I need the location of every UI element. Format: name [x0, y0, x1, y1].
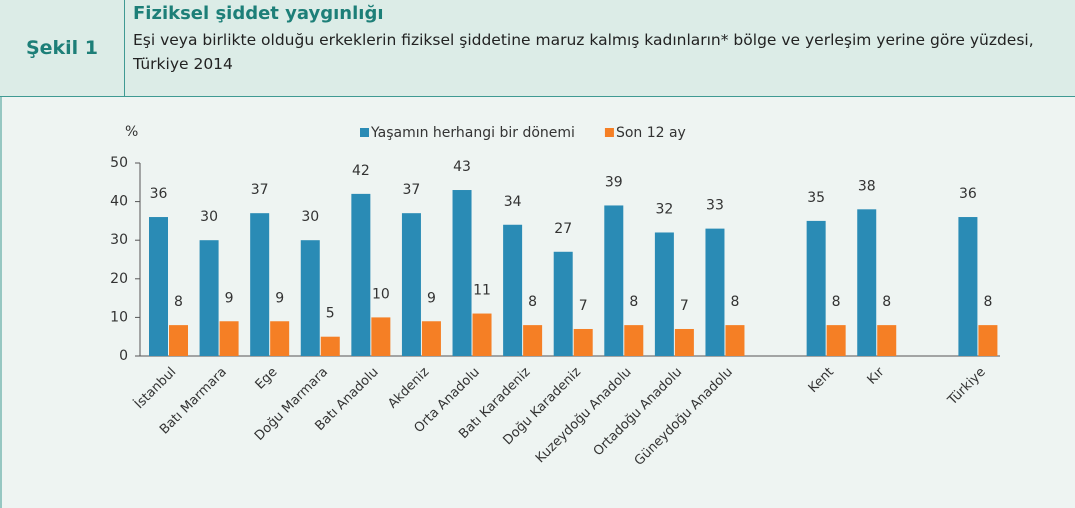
legend-label: Yaşamın herhangi bir dönemi — [370, 125, 575, 141]
bar — [169, 325, 188, 356]
data-label: 35 — [807, 190, 825, 206]
bar — [421, 321, 441, 356]
bar — [806, 220, 826, 356]
data-label: 8 — [174, 294, 183, 310]
bar — [624, 325, 644, 356]
bar — [351, 193, 371, 356]
bar — [250, 213, 270, 356]
bar — [674, 328, 694, 356]
data-label: 9 — [427, 290, 436, 306]
bar — [958, 217, 978, 356]
x-tick-label: Ortadoğu Anadolu — [591, 365, 685, 459]
data-label: 10 — [372, 286, 390, 302]
bar — [826, 325, 846, 356]
data-label: 38 — [858, 178, 876, 194]
header: Şekil 1 Fiziksel şiddet yaygınlığı Eşi v… — [0, 0, 1075, 97]
data-label: 11 — [473, 283, 491, 299]
bar — [320, 336, 340, 356]
data-label: 37 — [403, 182, 421, 198]
data-label: 8 — [832, 294, 841, 310]
bar — [149, 217, 168, 356]
bar — [654, 232, 674, 356]
data-label: 36 — [959, 186, 977, 202]
bar — [604, 205, 624, 356]
y-tick-label: 10 — [110, 309, 128, 325]
x-tick-label: Kent — [806, 365, 837, 396]
figure-label: Şekil 1 — [0, 0, 125, 96]
x-tick-label: İstanbul — [131, 364, 179, 412]
data-label: 30 — [200, 209, 218, 225]
x-tick-label: Akdeniz — [385, 365, 432, 412]
bar — [553, 251, 573, 356]
x-tick-label: Kır — [865, 364, 888, 387]
bar — [978, 325, 998, 356]
data-label: 8 — [882, 294, 891, 310]
data-label: 43 — [453, 159, 471, 175]
bar — [300, 240, 320, 356]
data-label: 7 — [579, 298, 588, 314]
bar — [270, 321, 290, 356]
bar — [857, 209, 877, 356]
bar — [472, 313, 492, 356]
data-label: 7 — [680, 298, 689, 314]
data-label: 32 — [655, 201, 673, 217]
data-label: 39 — [605, 174, 623, 190]
y-axis-label: % — [125, 124, 138, 140]
y-tick-label: 30 — [110, 232, 128, 248]
data-label: 36 — [150, 186, 168, 202]
x-tick-label: Güneydoğu Anadolu — [632, 365, 736, 469]
data-label: 42 — [352, 163, 370, 179]
data-label: 9 — [225, 290, 234, 306]
bar — [725, 325, 745, 356]
bar — [452, 190, 472, 356]
bar — [705, 228, 725, 356]
subtitle: Eşi veya birlikte olduğu erkeklerin fizi… — [133, 31, 1034, 73]
data-label: 5 — [326, 306, 335, 322]
y-tick-label: 50 — [110, 155, 128, 171]
data-label: 9 — [275, 290, 284, 306]
data-label: 33 — [706, 198, 724, 214]
data-label: 8 — [731, 294, 740, 310]
bar — [503, 224, 523, 356]
y-tick-label: 20 — [110, 271, 128, 287]
bar — [199, 240, 219, 356]
legend-label: Son 12 ay — [616, 125, 686, 141]
bar — [523, 325, 543, 356]
bar — [401, 213, 421, 356]
data-label: 30 — [301, 209, 319, 225]
title: Fiziksel şiddet yaygınlığı — [133, 3, 384, 24]
data-label: 27 — [554, 221, 572, 237]
data-label: 8 — [528, 294, 537, 310]
data-label: 8 — [629, 294, 638, 310]
x-tick-label: Türkiye — [944, 365, 988, 409]
y-tick-label: 40 — [110, 194, 128, 210]
data-label: 34 — [504, 194, 522, 210]
bar — [877, 325, 897, 356]
data-label: 37 — [251, 182, 269, 198]
x-tick-label: Ege — [253, 365, 281, 393]
bar — [573, 328, 593, 356]
legend-swatch — [360, 128, 369, 137]
bar — [371, 317, 391, 356]
bar — [219, 321, 239, 356]
x-tick-label: Kuzeydoğu Anadolu — [533, 365, 635, 467]
y-tick-label: 0 — [119, 348, 128, 364]
legend-swatch — [604, 128, 614, 137]
chart: % 0 10 20 30 40 50 Yaşamın herhangi bir dönemi… — [0, 97, 1000, 508]
data-label: 8 — [983, 294, 992, 310]
